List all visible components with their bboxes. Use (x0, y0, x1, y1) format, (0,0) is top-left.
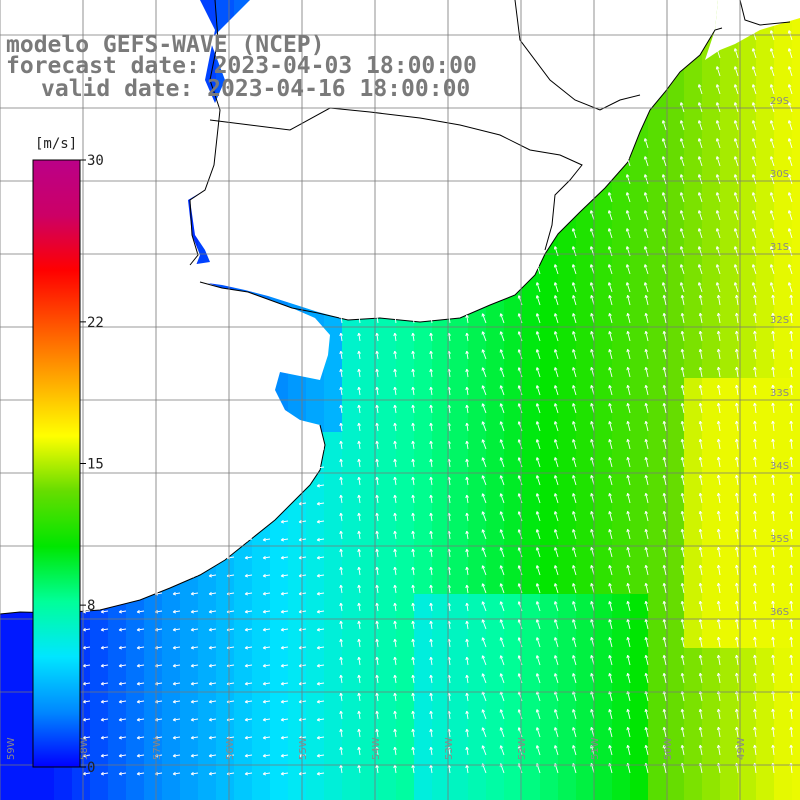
lat-label: 34S (770, 461, 789, 472)
colorbar-tick-label: 22 (87, 315, 104, 331)
land-mask (0, 0, 791, 615)
lat-label: 31S (770, 242, 789, 253)
lat-label: 30S (770, 169, 789, 180)
lon-label: 59W (6, 737, 17, 760)
model-title: modelo GEFS-WAVE (NCEP) (6, 32, 325, 58)
colorbar-gradient (32, 159, 81, 768)
colorbar-tick-label: 30 (87, 153, 104, 169)
lat-label: 36S (770, 607, 789, 618)
lon-label: 58W (79, 737, 90, 760)
lon-label: 55W (298, 737, 309, 760)
lat-label: 29S (770, 96, 789, 107)
lon-label: 52W (517, 737, 528, 760)
border-line (189, 0, 221, 266)
lat-label: 33S (770, 388, 789, 399)
wind-vector-arrows (82, 30, 794, 776)
title-block: modelo GEFS-WAVE (NCEP) forecast date: 2… (6, 32, 477, 102)
colorbar-tick-label: 8 (87, 598, 95, 614)
valid-date: valid date: 2023-04-16 18:00:00 (41, 76, 470, 102)
lon-label: 50W (663, 737, 674, 760)
lon-label: 57W (152, 737, 163, 760)
colorbar-tick-label: 0 (87, 760, 95, 776)
colorbar-tick-label: 15 (87, 457, 104, 473)
lon-label: 53W (444, 737, 455, 760)
lon-label: 54W (371, 737, 382, 760)
lat-label: 35S (770, 534, 789, 545)
colorbar-unit: [m/s] (35, 136, 77, 152)
lon-label: 56W (225, 737, 236, 760)
colorbar: [m/s] 30 22 15 8 0 (31, 135, 104, 776)
grid-tick-labels: 59W 58W 57W 56W 55W 54W 53W 52W 51W 50W 49W 29S 30S 3… (6, 96, 789, 760)
forecast-date: forecast date: 2023-04-03 18:00:00 (6, 53, 477, 79)
lon-label: 51W (590, 737, 601, 760)
lon-label: 49W (736, 737, 747, 760)
lat-label: 32S (770, 315, 789, 326)
